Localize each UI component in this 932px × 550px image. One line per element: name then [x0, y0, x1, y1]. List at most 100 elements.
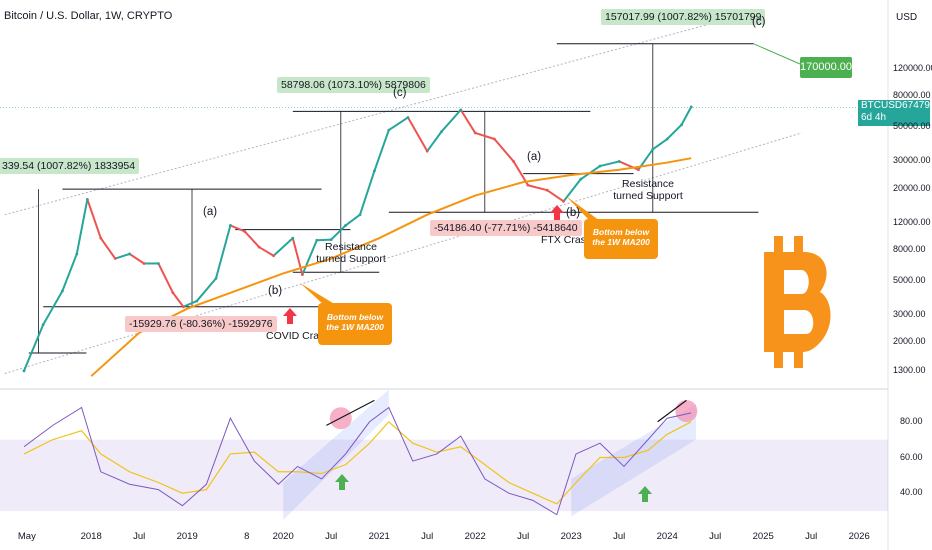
bottom-note-2020: Bottom below the 1W MA200: [318, 303, 392, 345]
price-segment: [86, 199, 102, 239]
rsi-arrow-2020-icon: [335, 474, 349, 490]
bottom-pointer-2022: [566, 196, 600, 221]
time-tick-label: Jul: [613, 531, 626, 542]
price-point: [459, 108, 463, 112]
price-segment: [599, 160, 620, 168]
measure-label-2017: 339.54 (1007.82%) 1833954: [0, 158, 140, 174]
rsi-divergence-line-2020: [326, 399, 375, 426]
time-tick-label: Jul: [421, 531, 434, 542]
channel-upper-line: [4, 19, 725, 216]
price-point: [598, 164, 602, 168]
price-segment: [359, 170, 376, 216]
price-segment: [652, 138, 668, 151]
price-point: [545, 188, 549, 192]
price-point: [329, 238, 333, 241]
price-point: [181, 305, 185, 309]
price-segment: [426, 130, 443, 152]
price-segment: [272, 237, 294, 257]
price-segment: [345, 213, 361, 227]
price-segment: [407, 116, 429, 152]
price-segment: [196, 277, 217, 302]
wave-a-2022: (a): [527, 151, 542, 163]
time-tick-label: 2025: [752, 531, 774, 542]
price-tick-label: 50000.00: [893, 121, 931, 132]
channel-lower-line: [4, 132, 802, 374]
price-point: [526, 183, 530, 187]
rsi-ma-line: [23, 420, 692, 505]
rsi-tick-label: 80.00: [900, 415, 923, 426]
price-point: [291, 236, 295, 240]
price-tick-label: 5000.00: [893, 274, 926, 285]
rsi-channel-2023: [571, 403, 696, 517]
bitcoin-logo-icon: [764, 236, 831, 368]
price-tick-label: 12000.00: [893, 216, 931, 227]
target-connector: [753, 43, 801, 65]
price-point: [637, 168, 640, 172]
symbol-title: Bitcoin / U.S. Dollar, 1W, CRYPTO: [4, 10, 173, 22]
rsi-peak-circle-2024: [675, 400, 698, 423]
price-point: [373, 169, 376, 173]
time-tick-label: Jul: [709, 531, 722, 542]
price-segment: [301, 239, 318, 276]
price-point: [157, 262, 160, 265]
time-tick-label: 2019: [176, 531, 198, 542]
price-tick-label: 8000.00: [893, 243, 926, 254]
price-point: [680, 123, 683, 127]
ma200-line: [90, 157, 692, 377]
price-tick-label: 2000.00: [893, 336, 926, 347]
price-tick-label: 3000.00: [893, 309, 926, 320]
measure-label-2020: 58798.06 (1073.10%) 5879806: [277, 77, 430, 93]
time-tick-label: 2024: [656, 531, 678, 542]
time-tick-label: 2018: [80, 531, 102, 542]
price-point: [406, 116, 410, 119]
time-tick-label: Jul: [517, 531, 530, 542]
price-segment: [527, 184, 548, 192]
price-value: 67479.38: [902, 100, 932, 111]
price-segment: [182, 300, 198, 308]
currency-label[interactable]: USD: [896, 12, 918, 23]
price-segment: [459, 109, 477, 134]
price-tick-label: 1300.00: [893, 364, 926, 375]
measure-label-projection: 157017.99 (1007.82%) 15701799: [601, 9, 766, 25]
bar-countdown: 6d 4h: [861, 112, 887, 123]
wave-c-projection: (c): [752, 16, 766, 28]
price-segment: [388, 116, 409, 131]
price-segment: [114, 252, 130, 260]
price-point: [75, 252, 79, 256]
rsi-channel-2020: [283, 389, 389, 520]
rsi-tick-label: 60.00: [900, 451, 923, 462]
covid-arrow-icon: [283, 308, 297, 324]
price-point: [22, 369, 26, 373]
time-tick-label: Jul: [133, 531, 146, 542]
price-segment: [215, 225, 232, 279]
price-segment: [157, 263, 174, 294]
price-segment: [493, 138, 515, 163]
price-point: [440, 130, 443, 133]
price-point: [344, 224, 347, 227]
price-segment: [99, 237, 117, 260]
price-point: [665, 137, 669, 141]
price-segment: [244, 230, 260, 248]
ftx-arrow-icon: [550, 205, 564, 221]
time-tick-label: 2026: [848, 531, 870, 542]
price-point: [493, 137, 496, 141]
time-tick-label: May: [17, 531, 36, 542]
price-segment: [680, 106, 693, 126]
price-segment: [61, 253, 78, 292]
time-tick-label: 2020: [272, 531, 294, 542]
price-segment: [129, 253, 145, 265]
time-tick-label: 8: [244, 531, 250, 542]
price-point: [689, 105, 693, 109]
time-tick-label: 2023: [560, 531, 582, 542]
bottom-pointer-2020: [300, 283, 336, 305]
price-segment: [258, 246, 275, 257]
time-tick-label: Jul: [325, 531, 338, 542]
price-ticker: BTCUSD: [861, 100, 903, 111]
price-point: [113, 257, 117, 260]
wave-c-2021: (c): [393, 87, 407, 99]
covid-crash-note: COVID Crash: [266, 330, 331, 342]
price-tick-label: 30000.00: [893, 155, 931, 166]
time-tick-label: Jul: [805, 531, 818, 542]
price-segment: [562, 178, 582, 202]
